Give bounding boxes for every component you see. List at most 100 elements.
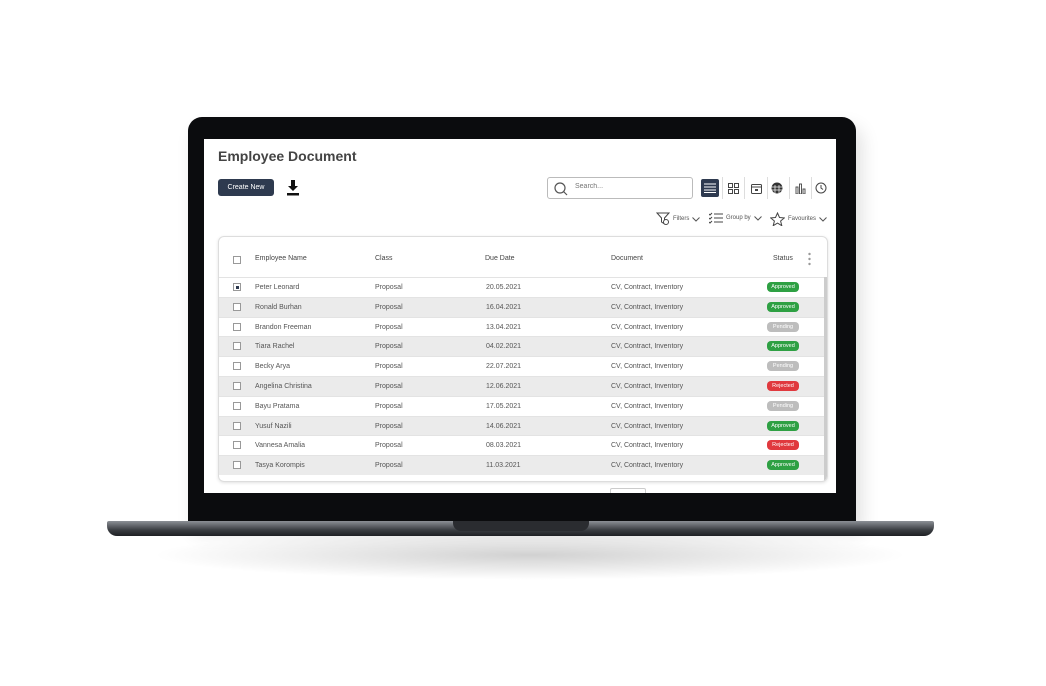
activity-view-button[interactable] xyxy=(812,179,830,197)
due-date-cell: 17.05.2021 xyxy=(486,402,522,410)
list-view-button[interactable] xyxy=(701,179,719,197)
document-cell: CV, Contract, Inventory xyxy=(611,462,684,470)
select-all-checkbox[interactable] xyxy=(233,256,241,264)
employee-name: Ronald Burhan xyxy=(255,303,302,311)
filter-icon xyxy=(656,212,670,225)
chart-view-button[interactable] xyxy=(791,179,809,197)
row-checkbox[interactable] xyxy=(233,401,241,410)
due-date-cell: 11.03.2021 xyxy=(486,462,521,470)
chevron-down-icon xyxy=(692,216,701,222)
employee-name: Angelina Christina xyxy=(255,383,312,390)
class-cell: Proposal xyxy=(375,363,403,371)
class-cell: Proposal xyxy=(375,462,403,470)
table-row[interactable]: Tiara Rachel Proposal 04.02.2021 CV, Con… xyxy=(219,336,825,357)
grid-view-button[interactable] xyxy=(724,179,742,197)
due-date-cell: 16.04.2021 xyxy=(486,303,522,311)
favourites-dropdown[interactable]: Favourites xyxy=(770,212,827,226)
search-input[interactable] xyxy=(575,183,675,190)
employee-name: Tiara Rachel xyxy=(255,343,295,351)
status-badge: Approved xyxy=(767,460,799,471)
row-checkbox[interactable] xyxy=(233,362,241,371)
due-date-cell: 04.02.2021 xyxy=(486,343,522,351)
filters-dropdown[interactable]: Filters xyxy=(656,212,701,226)
header-class[interactable]: Class xyxy=(375,255,393,262)
row-checkbox[interactable] xyxy=(233,421,241,430)
row-checkbox[interactable] xyxy=(233,302,241,311)
employee-name: Vannesa Amalia xyxy=(255,442,306,450)
table-view-button[interactable] xyxy=(768,179,786,197)
page-title: Employee Document xyxy=(218,148,357,164)
favourites-label: Favourites xyxy=(788,216,817,222)
calendar-view-button[interactable] xyxy=(747,179,765,197)
create-new-button[interactable]: Create New xyxy=(218,179,274,196)
scrollbar[interactable] xyxy=(824,277,827,481)
table-row[interactable]: Brandon Freeman Proposal 13.04.2021 CV, … xyxy=(219,316,825,337)
row-checkbox[interactable] xyxy=(233,382,241,390)
grid-icon xyxy=(727,182,739,194)
table-row[interactable]: Yusuf Nazili Proposal 14.06.2021 CV, Con… xyxy=(219,415,825,436)
row-checkbox[interactable] xyxy=(233,283,241,291)
divider xyxy=(789,177,790,199)
employee-name: Peter Leonard xyxy=(255,284,300,291)
page-size-input[interactable] xyxy=(610,488,646,493)
table-row[interactable]: Vannesa Amalia Proposal 08.03.2021 CV, C… xyxy=(219,435,825,455)
class-cell: Proposal xyxy=(375,284,403,291)
status-badge: Pending xyxy=(767,361,799,372)
due-date-cell: 08.03.2021 xyxy=(486,442,522,450)
status-badge: Rejected xyxy=(767,440,799,451)
due-date-cell: 22.07.2021 xyxy=(486,363,522,371)
row-checkbox[interactable] xyxy=(233,342,241,351)
table-row[interactable]: Tasya Korompis Proposal 11.03.2021 CV, C… xyxy=(219,455,825,476)
row-checkbox[interactable] xyxy=(233,322,241,331)
employee-table: Employee Name Class Due Date Document St… xyxy=(218,236,828,482)
class-cell: Proposal xyxy=(375,303,403,311)
download-icon[interactable] xyxy=(286,180,300,196)
app-screen: Employee Document Create New Filters Gro… xyxy=(204,139,836,493)
document-cell: CV, Contract, Inventory xyxy=(611,422,684,430)
class-cell: Proposal xyxy=(375,442,403,450)
checkbox-mark xyxy=(235,285,239,289)
document-cell: CV, Contract, Inventory xyxy=(611,343,684,351)
header-document[interactable]: Document xyxy=(611,255,643,262)
status-badge: Approved xyxy=(767,282,799,292)
document-cell: CV, Contract, Inventory xyxy=(611,323,684,331)
table-icon xyxy=(771,182,783,194)
document-cell: CV, Contract, Inventory xyxy=(611,284,684,291)
header-employee-name[interactable]: Employee Name xyxy=(255,255,307,262)
status-badge: Pending xyxy=(767,400,799,411)
laptop-shadow xyxy=(150,530,910,580)
header-due-date[interactable]: Due Date xyxy=(485,255,515,262)
chevron-down-icon xyxy=(753,215,762,221)
row-checkbox[interactable] xyxy=(233,441,241,450)
search-box[interactable] xyxy=(547,177,693,199)
laptop-notch xyxy=(453,521,589,531)
table-row[interactable]: Ronald Burhan Proposal 16.04.2021 CV, Co… xyxy=(219,296,825,317)
chevron-down-icon xyxy=(819,216,827,222)
class-cell: Proposal xyxy=(375,422,403,430)
due-date-cell: 13.04.2021 xyxy=(486,323,522,331)
divider xyxy=(722,177,723,199)
status-badge: Pending xyxy=(767,321,799,332)
search-icon xyxy=(554,182,568,196)
divider xyxy=(811,177,812,199)
class-cell: Proposal xyxy=(375,402,403,410)
more-options-icon[interactable] xyxy=(808,252,811,266)
row-checkbox[interactable] xyxy=(233,461,241,470)
divider xyxy=(767,177,768,199)
status-badge: Approved xyxy=(767,301,799,312)
table-row[interactable]: Bayu Pratama Proposal 17.05.2021 CV, Con… xyxy=(219,395,825,416)
list-icon xyxy=(704,183,716,193)
group-by-dropdown[interactable]: Group by xyxy=(709,212,762,224)
table-row[interactable]: Peter Leonard Proposal 20.05.2021 CV, Co… xyxy=(219,277,825,297)
class-cell: Proposal xyxy=(375,323,403,331)
class-cell: Proposal xyxy=(375,343,403,351)
header-status[interactable]: Status xyxy=(773,255,793,262)
calendar-icon xyxy=(750,183,762,194)
document-cell: CV, Contract, Inventory xyxy=(611,402,684,410)
status-badge: Rejected xyxy=(767,381,799,391)
table-row[interactable]: Becky Arya Proposal 22.07.2021 CV, Contr… xyxy=(219,356,825,376)
table-row[interactable]: Angelina Christina Proposal 12.06.2021 C… xyxy=(219,376,825,396)
due-date-cell: 14.06.2021 xyxy=(486,422,522,430)
divider xyxy=(744,177,745,199)
group-by-label: Group by xyxy=(726,215,751,221)
